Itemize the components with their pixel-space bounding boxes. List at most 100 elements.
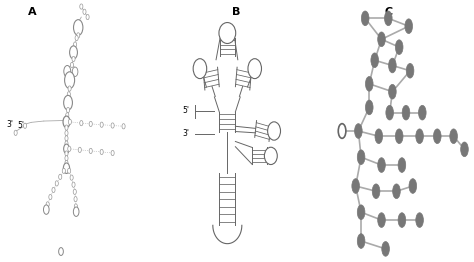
Circle shape — [89, 148, 92, 154]
Circle shape — [71, 62, 73, 68]
Ellipse shape — [248, 59, 262, 79]
Circle shape — [357, 205, 365, 220]
Circle shape — [392, 184, 400, 199]
Circle shape — [338, 124, 346, 138]
Circle shape — [378, 158, 385, 172]
Circle shape — [122, 124, 125, 129]
Circle shape — [46, 202, 49, 207]
Circle shape — [64, 66, 71, 77]
Circle shape — [72, 67, 78, 77]
Circle shape — [49, 194, 52, 200]
Circle shape — [83, 9, 86, 14]
Circle shape — [361, 11, 369, 26]
Circle shape — [389, 58, 396, 73]
Circle shape — [416, 213, 423, 227]
Circle shape — [86, 14, 89, 20]
Circle shape — [461, 142, 468, 157]
Circle shape — [68, 146, 71, 151]
Circle shape — [371, 53, 379, 68]
Circle shape — [52, 187, 55, 193]
Circle shape — [73, 42, 77, 47]
Ellipse shape — [268, 122, 281, 140]
Circle shape — [372, 184, 380, 199]
Circle shape — [355, 124, 362, 138]
Ellipse shape — [264, 147, 277, 165]
Circle shape — [378, 213, 385, 227]
Circle shape — [433, 129, 441, 144]
Circle shape — [416, 129, 423, 144]
Circle shape — [100, 149, 103, 155]
Circle shape — [389, 84, 396, 99]
Circle shape — [395, 40, 403, 54]
Circle shape — [395, 129, 403, 144]
Circle shape — [402, 105, 410, 120]
Circle shape — [64, 144, 69, 154]
Circle shape — [64, 72, 74, 89]
Circle shape — [64, 95, 73, 110]
Circle shape — [100, 122, 103, 127]
Circle shape — [65, 130, 68, 136]
Circle shape — [73, 20, 83, 35]
Circle shape — [62, 168, 65, 173]
Circle shape — [378, 32, 385, 47]
Ellipse shape — [219, 23, 236, 43]
Circle shape — [73, 189, 76, 194]
Circle shape — [384, 11, 392, 26]
Ellipse shape — [193, 59, 207, 79]
Circle shape — [80, 4, 83, 9]
Circle shape — [14, 130, 17, 135]
Circle shape — [419, 105, 426, 120]
Text: C: C — [385, 7, 393, 17]
Circle shape — [59, 174, 62, 179]
Circle shape — [375, 129, 383, 144]
Circle shape — [352, 179, 359, 193]
Circle shape — [55, 181, 58, 186]
Circle shape — [68, 86, 71, 91]
Circle shape — [450, 129, 457, 144]
Circle shape — [77, 33, 80, 38]
Circle shape — [65, 156, 68, 161]
Circle shape — [70, 46, 77, 59]
Circle shape — [357, 234, 365, 248]
Circle shape — [44, 205, 49, 214]
Circle shape — [65, 125, 68, 130]
Circle shape — [406, 63, 414, 78]
Circle shape — [386, 105, 393, 120]
Circle shape — [74, 204, 77, 209]
Circle shape — [70, 175, 73, 180]
Text: B: B — [232, 7, 240, 17]
Circle shape — [64, 163, 70, 173]
Circle shape — [111, 123, 114, 128]
Circle shape — [89, 121, 92, 127]
Circle shape — [80, 121, 83, 126]
Circle shape — [78, 147, 82, 152]
Circle shape — [75, 35, 78, 41]
Circle shape — [405, 19, 412, 34]
Circle shape — [382, 242, 390, 256]
Circle shape — [66, 107, 70, 113]
Circle shape — [65, 151, 68, 156]
Text: 3': 3' — [6, 120, 13, 129]
Circle shape — [409, 179, 417, 193]
Text: 5': 5' — [17, 121, 24, 130]
Circle shape — [72, 182, 75, 187]
Text: A: A — [28, 7, 37, 17]
Circle shape — [66, 113, 69, 118]
Circle shape — [63, 116, 70, 128]
Circle shape — [398, 158, 406, 172]
Circle shape — [59, 248, 64, 255]
Circle shape — [68, 119, 72, 124]
Circle shape — [398, 213, 406, 227]
Circle shape — [72, 56, 75, 62]
Circle shape — [68, 168, 71, 173]
Circle shape — [65, 141, 68, 146]
Circle shape — [365, 77, 373, 91]
Circle shape — [365, 100, 373, 115]
Circle shape — [24, 123, 27, 128]
Circle shape — [67, 92, 71, 97]
Circle shape — [65, 160, 68, 166]
Circle shape — [74, 196, 77, 202]
Circle shape — [65, 136, 68, 141]
Circle shape — [111, 150, 114, 156]
Circle shape — [357, 150, 365, 165]
